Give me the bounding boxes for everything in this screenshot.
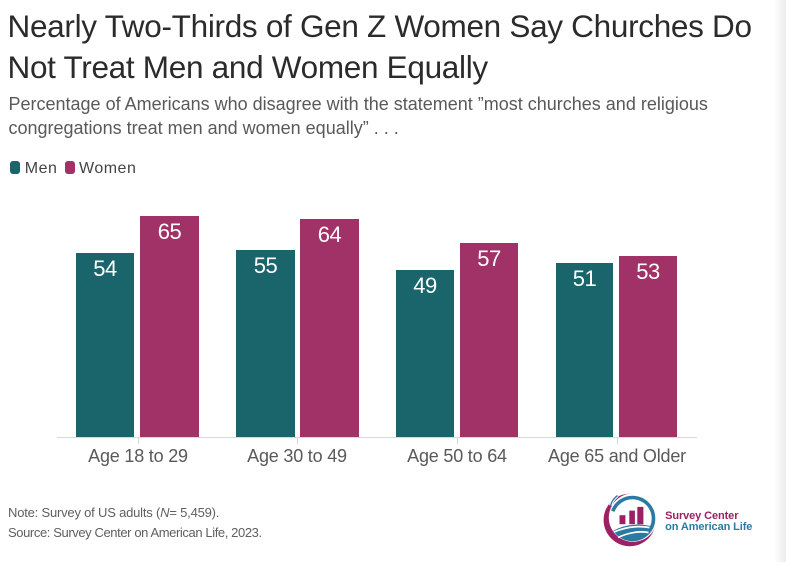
svg-text:Survey Center: Survey Center xyxy=(665,510,739,522)
svg-text:on American Life: on American Life xyxy=(665,521,752,533)
